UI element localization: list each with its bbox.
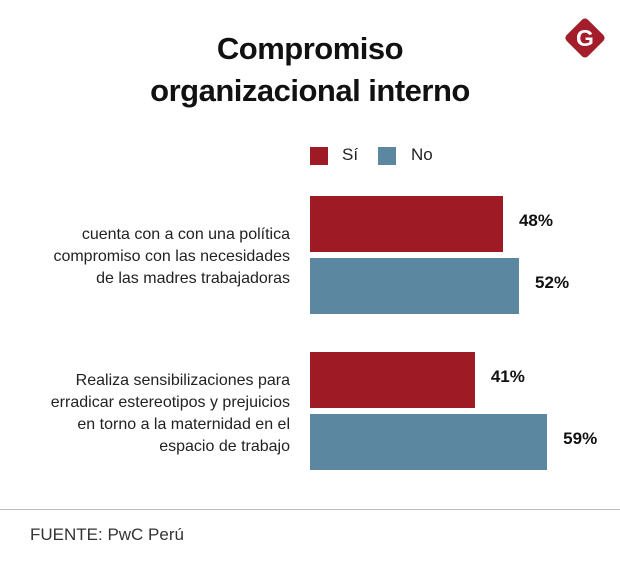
legend-label-no: No — [411, 145, 433, 164]
data-label-no-2: 59% — [563, 429, 598, 448]
category-label-line: espacio de trabajo — [159, 438, 290, 455]
category-label-line: cuenta con a con una política — [81, 226, 290, 243]
source-note: FUENTE: PwC Perú — [30, 525, 184, 544]
category-label-line: Realiza sensibilizaciones para — [75, 372, 290, 389]
data-label-si-2: 41% — [490, 367, 525, 386]
title-line-1: Compromiso — [216, 31, 404, 66]
bar-no-1 — [310, 258, 520, 314]
category-label-1: cuenta con a con una política compromiso… — [53, 224, 290, 290]
category-label-line: erradicar estereotipos y prejuicios — [50, 394, 290, 411]
divider — [0, 509, 620, 510]
category-label-line: compromiso con las necesidades — [53, 248, 290, 265]
legend-swatch-no — [378, 147, 396, 165]
title-line-2: organizacional interno — [150, 73, 470, 108]
legend-swatch-si — [310, 147, 328, 165]
category-label-line: de las madres trabajadoras — [96, 270, 290, 287]
category-label-2: Realiza sensibilizaciones para erradicar… — [51, 370, 290, 458]
bar-si-1 — [310, 196, 503, 252]
bar-si-2 — [310, 352, 475, 408]
bar-no-2 — [310, 414, 548, 470]
data-label-si-1: 48% — [518, 211, 553, 230]
data-label-no-1: 52% — [535, 273, 570, 292]
brand-logo-icon: G — [565, 18, 605, 58]
svg-text:G: G — [576, 25, 594, 51]
legend-label-si: Sí — [342, 145, 359, 164]
category-label-line: en torno a la maternidad en el — [77, 416, 290, 433]
chart-title: Compromiso organizacional interno — [0, 28, 620, 112]
